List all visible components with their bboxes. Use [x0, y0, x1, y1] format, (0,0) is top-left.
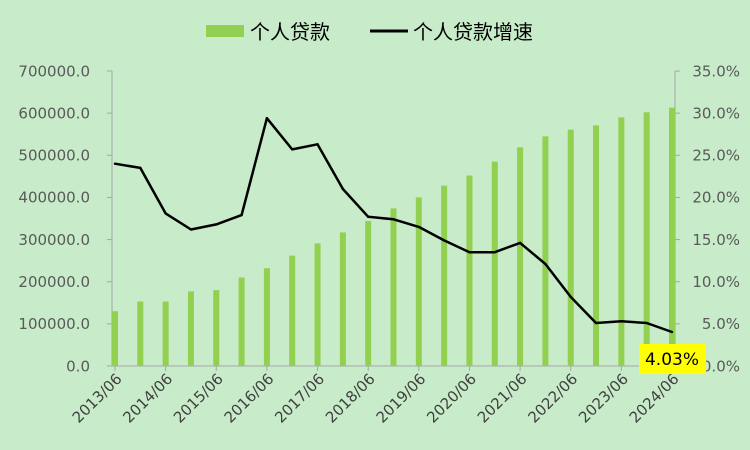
growth-rate-point [518, 241, 522, 245]
growth-rate-point [620, 320, 623, 323]
growth-rate-point [189, 228, 193, 231]
growth-rate-point [139, 166, 142, 170]
left-axis-tick-label: 200000.0 [18, 273, 90, 291]
personal-loans-bar [441, 185, 448, 366]
growth-rate-point [316, 143, 319, 146]
personal-loans-bar [289, 255, 296, 366]
right-axis-tick-label: 0.0% [702, 357, 740, 375]
growth-rate-point [164, 212, 167, 215]
personal-loans-bar [314, 243, 321, 366]
growth-rate-point [240, 213, 243, 217]
personal-loans-bar [162, 301, 169, 366]
personal-loans-bar [339, 232, 346, 366]
growth-rate-point [468, 251, 471, 254]
left-axis-tick-label: 0.0 [66, 357, 90, 375]
personal-loans-bar [263, 268, 270, 366]
left-axis-tick-label: 300000.0 [18, 231, 90, 249]
personal-loans-bar [187, 291, 194, 366]
growth-rate-point [215, 223, 218, 226]
right-axis-tick-label: 30.0% [692, 104, 740, 122]
right-axis-tick-label: 10.0% [692, 273, 740, 291]
growth-rate-point [442, 239, 446, 242]
personal-loans-bar [542, 136, 549, 366]
personal-loans-bar [567, 129, 574, 366]
growth-rate-point [265, 117, 269, 120]
right-axis-tick-label: 25.0% [692, 147, 740, 165]
growth-rate-point [670, 330, 674, 334]
personal-loans-bar [466, 175, 473, 366]
personal-loans-bar [669, 107, 675, 367]
right-axis-tick-label: 15.0% [692, 231, 740, 249]
personal-loans-bar [618, 117, 625, 366]
personal-loans-bar [238, 277, 245, 366]
growth-rate-point [366, 215, 370, 219]
personal-loans-bar [517, 147, 524, 366]
line-series-growth-rate [113, 116, 674, 334]
growth-rate-point [493, 251, 496, 254]
growth-rate-point [341, 187, 345, 191]
right-axis-tick-label: 20.0% [692, 189, 740, 207]
personal-loans-bar [415, 197, 422, 366]
data-label-text: 4.03% [645, 350, 699, 370]
legend-item-growth-rate: 个人贷款增速 [370, 20, 533, 44]
legend-label-growth-rate: 个人贷款增速 [413, 20, 533, 44]
legend-item-personal-loans: 个人贷款 [206, 20, 330, 44]
legend-bar-swatch [206, 25, 244, 37]
legend-label-personal-loans: 个人贷款 [250, 20, 330, 44]
growth-rate-point [544, 262, 547, 266]
personal-loans-bar [390, 208, 397, 366]
growth-rate-point [594, 321, 598, 325]
left-axis-tick-label: 700000.0 [18, 62, 90, 80]
growth-rate-point [569, 295, 572, 299]
left-axis-tick-label: 100000.0 [18, 315, 90, 333]
left-axis-tick-label: 600000.0 [18, 104, 90, 122]
personal-loans-bar [643, 112, 650, 366]
personal-loans-bar [365, 221, 372, 366]
right-axis-tick-label: 5.0% [702, 315, 740, 333]
data-label-background [639, 344, 706, 375]
left-axis-tick-label: 400000.0 [18, 189, 90, 207]
growth-rate-point [392, 218, 395, 221]
growth-rate-point [645, 321, 648, 325]
growth-rate-point [417, 225, 421, 229]
personal-loans-bar [491, 161, 498, 366]
legend: 个人贷款 个人贷款增速 [206, 20, 533, 44]
personal-loans-bar [112, 311, 118, 366]
personal-loans-bar [213, 290, 220, 366]
right-axis-tick-label: 35.0% [692, 62, 740, 80]
left-axis-tick-label: 500000.0 [18, 147, 90, 165]
growth-rate-point [113, 162, 117, 165]
growth-rate-point [291, 148, 294, 151]
personal-loans-bar [593, 125, 600, 366]
bar-series-personal-loans [112, 107, 675, 367]
personal-loans-bar [137, 301, 144, 366]
data-label: 4.03% [639, 344, 706, 375]
